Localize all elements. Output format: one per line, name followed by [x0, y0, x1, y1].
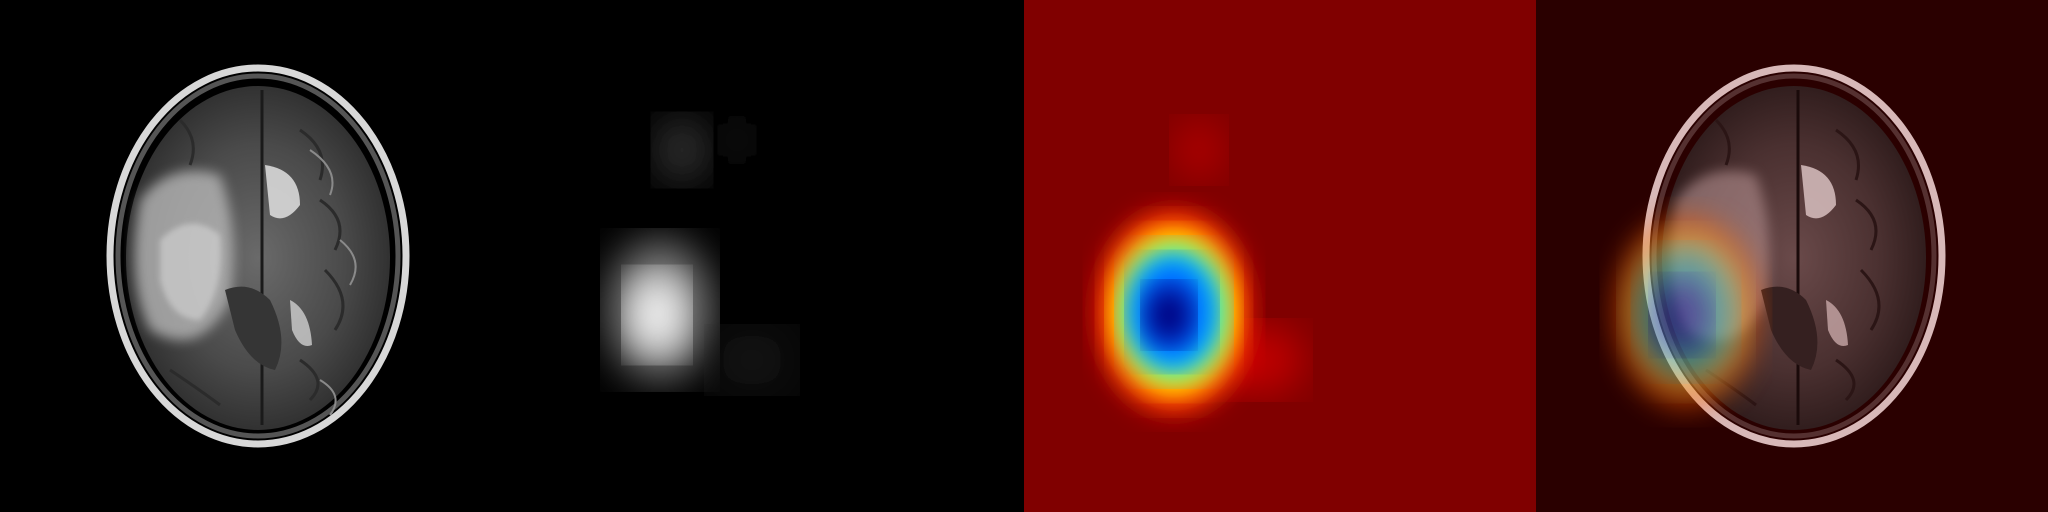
- grayscale-attention-map: [512, 0, 1024, 512]
- grayscale-attention-map-panel: [512, 0, 1024, 512]
- brain-mri-image: [0, 0, 512, 512]
- brain-mri-panel: [0, 0, 512, 512]
- heatmap-overlay-image: [1536, 0, 2048, 512]
- jet-colormap-heatmap-panel: [1024, 0, 1536, 512]
- heatmap-overlay-panel: [1536, 0, 2048, 512]
- jet-colormap-heatmap: [1024, 0, 1536, 512]
